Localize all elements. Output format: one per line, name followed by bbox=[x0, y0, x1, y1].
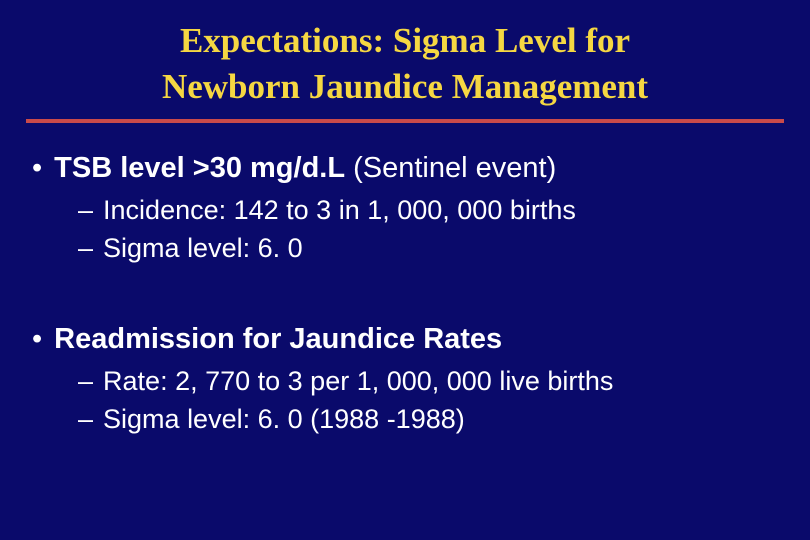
bullet-marker: • bbox=[32, 320, 42, 359]
sub-item-2-2: – Sigma level: 6. 0 (1988 -1988) bbox=[32, 401, 784, 439]
sub-text-2-1: Rate: 2, 770 to 3 per 1, 000, 000 live b… bbox=[103, 363, 784, 401]
sub-marker: – bbox=[78, 363, 93, 401]
sub-item-1-1: – Incidence: 142 to 3 in 1, 000, 000 bir… bbox=[32, 192, 784, 230]
sub-text-1-2: Sigma level: 6. 0 bbox=[103, 230, 784, 268]
title-line-1: Expectations: Sigma Level for bbox=[180, 21, 630, 60]
sub-text-2-2: Sigma level: 6. 0 (1988 -1988) bbox=[103, 401, 784, 439]
slide-title: Expectations: Sigma Level for Newborn Ja… bbox=[26, 18, 784, 119]
bullet-text-1: TSB level >30 mg/d.L (Sentinel event) bbox=[54, 149, 784, 188]
bullet-1-rest: (Sentinel event) bbox=[345, 152, 556, 184]
sub-marker: – bbox=[78, 192, 93, 230]
bullet-item-1: • TSB level >30 mg/d.L (Sentinel event) bbox=[32, 149, 784, 188]
title-underline bbox=[26, 119, 784, 123]
sub-marker: – bbox=[78, 401, 93, 439]
sub-marker: – bbox=[78, 230, 93, 268]
section-gap bbox=[32, 268, 784, 320]
bullet-1-bold: TSB level >30 mg/d.L bbox=[54, 152, 345, 184]
bullet-text-2: Readmission for Jaundice Rates bbox=[54, 320, 784, 359]
sub-item-1-2: – Sigma level: 6. 0 bbox=[32, 230, 784, 268]
sub-text-1-1: Incidence: 142 to 3 in 1, 000, 000 birth… bbox=[103, 192, 784, 230]
sub-item-2-1: – Rate: 2, 770 to 3 per 1, 000, 000 live… bbox=[32, 363, 784, 401]
bullet-2-bold: Readmission for Jaundice Rates bbox=[54, 323, 502, 355]
bullet-marker: • bbox=[32, 149, 42, 188]
title-line-2: Newborn Jaundice Management bbox=[162, 67, 648, 106]
bullet-item-2: • Readmission for Jaundice Rates bbox=[32, 320, 784, 359]
slide-content: • TSB level >30 mg/d.L (Sentinel event) … bbox=[26, 149, 784, 438]
